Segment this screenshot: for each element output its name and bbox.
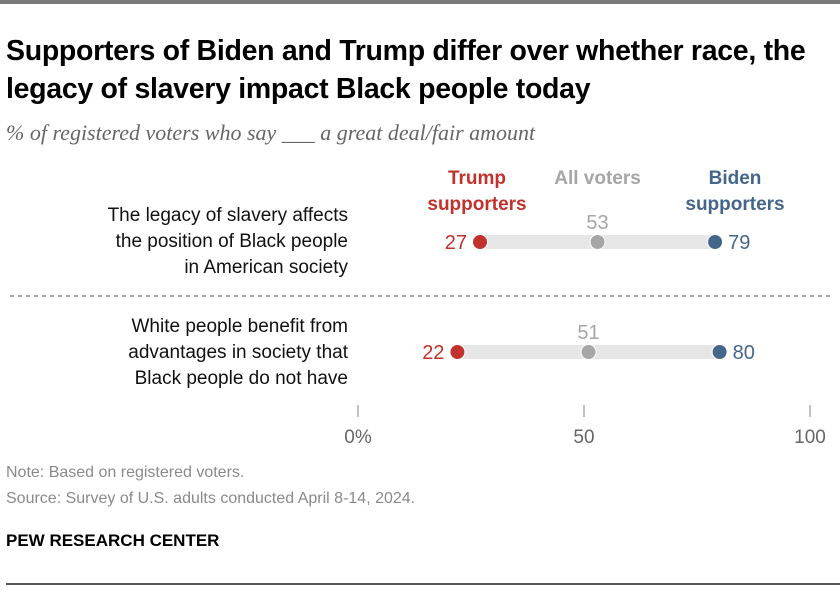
rows: 27 53 79 22 51 80 <box>422 212 755 364</box>
data-label: 51 <box>577 322 599 344</box>
legend-label-trump-supporters: Trump <box>448 168 506 189</box>
row-label-line: advantages in society that <box>128 342 348 363</box>
legend: Trump supporters All voters Biden supporters <box>427 168 784 215</box>
data-label: 79 <box>728 232 750 254</box>
row-label-line: in American society <box>184 257 348 278</box>
dot-trump-supporters <box>449 344 466 360</box>
x-tick-label: 0% <box>344 427 372 448</box>
data-label: 27 <box>445 232 467 254</box>
x-tick-label: 100 <box>794 427 826 448</box>
row-label-line: the position of Black people <box>115 231 348 252</box>
data-label: 80 <box>733 342 755 364</box>
legend-label-biden-supporters: supporters <box>685 194 784 215</box>
row-label-line: White people benefit from <box>131 316 348 337</box>
dot-all-voters <box>589 234 606 250</box>
dot-biden-supporters <box>711 344 728 360</box>
row-label-line: The legacy of slavery affects <box>107 205 348 226</box>
data-label: 22 <box>422 342 444 364</box>
x-tick-label: 50 <box>573 427 594 448</box>
top-rule <box>0 0 840 4</box>
chart-subtitle: % of registered voters who say ___ a gre… <box>6 120 536 145</box>
pew-logo-text: PEW RESEARCH CENTER <box>6 531 220 550</box>
legend-label-biden-supporters: Biden <box>709 168 762 189</box>
source-text: Source: Survey of U.S. adults conducted … <box>6 490 416 507</box>
row-label-line: Black people do not have <box>134 368 348 389</box>
legend-label-all-voters: All voters <box>554 168 641 189</box>
chart-title: Supporters of Biden and Trump differ ove… <box>6 35 806 105</box>
row-label-slavery: The legacy of slavery affects the positi… <box>108 203 348 281</box>
legend-label-trump-supporters: supporters <box>427 194 526 215</box>
row-label-white-advantages: White people benefit from advantages in … <box>128 314 348 392</box>
note-text: Note: Based on registered voters. <box>6 464 245 481</box>
dot-biden-supporters <box>707 234 724 250</box>
dot-all-voters <box>580 344 597 360</box>
dot-trump-supporters <box>472 234 489 250</box>
x-axis: 0% 50 100 <box>344 405 826 448</box>
data-label: 53 <box>586 212 608 234</box>
bottom-rule <box>6 583 840 585</box>
